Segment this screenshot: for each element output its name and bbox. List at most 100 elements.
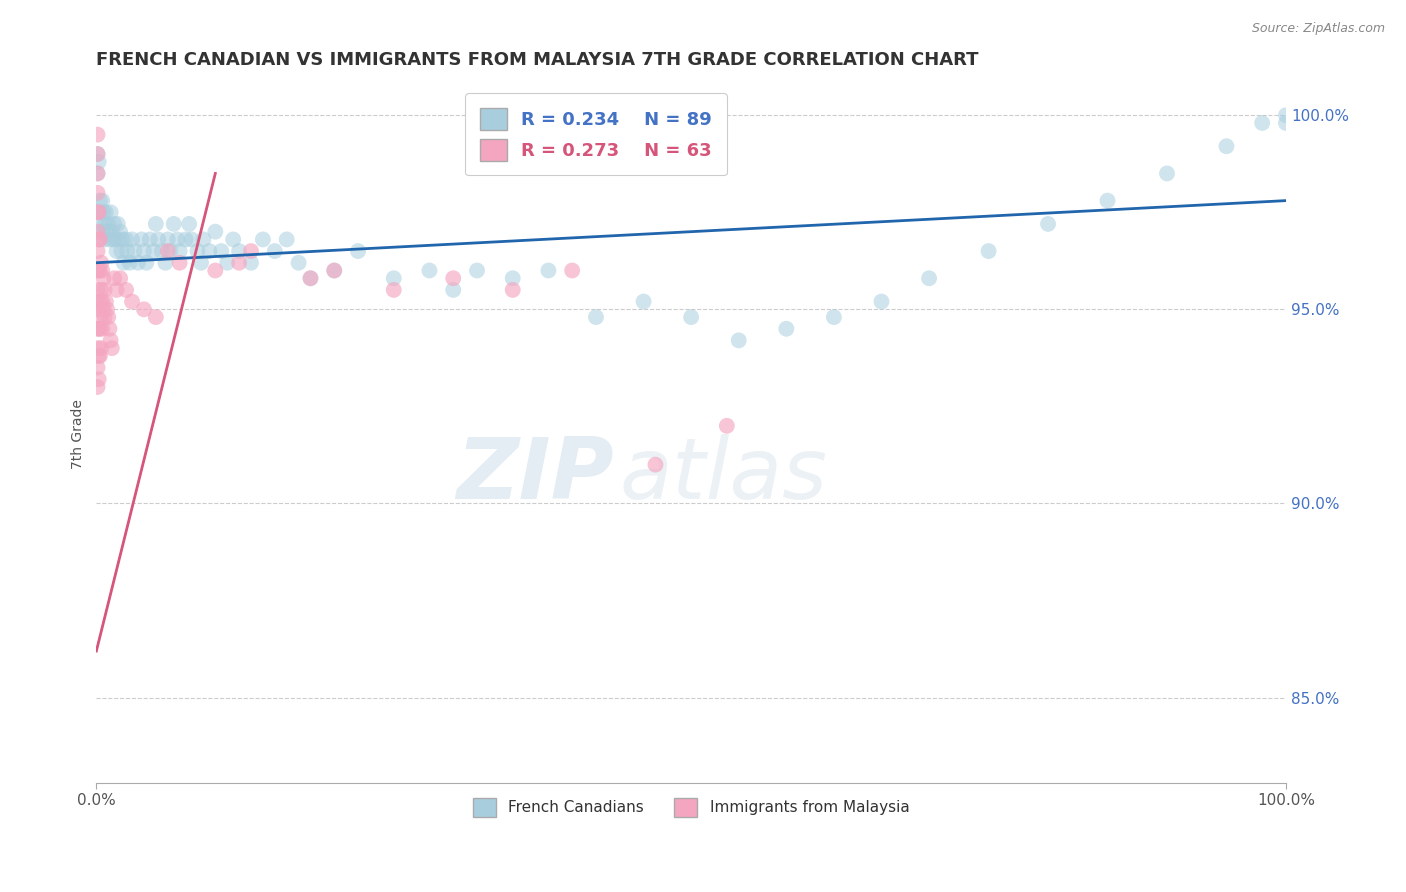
Point (204, 263, 226, 277)
Point (87, 232, 110, 246)
Point (131, 232, 153, 246)
Point (93, 205, 115, 219)
Legend: French Canadians, Immigrants from Malaysia: French Canadians, Immigrants from Malays… (465, 790, 917, 824)
Point (115, 232, 138, 246)
Point (204, 225, 226, 239)
Point (179, 217, 201, 231)
Point (132, 302, 155, 317)
Point (108, 225, 131, 239)
Point (159, 244, 181, 258)
Point (823, 310, 845, 324)
Point (89, 263, 111, 277)
Point (105, 283, 128, 297)
Point (86, 166, 108, 180)
Point (135, 256, 157, 270)
Point (716, 418, 738, 433)
Point (1251, 116, 1274, 130)
Point (132, 244, 155, 258)
Point (90, 217, 112, 231)
Point (1215, 139, 1237, 153)
Point (240, 256, 263, 270)
Point (89, 294, 111, 309)
Point (91, 194, 114, 208)
Point (418, 263, 440, 277)
Point (1275, 116, 1298, 130)
Point (87, 205, 110, 219)
Point (1097, 194, 1119, 208)
Point (561, 263, 583, 277)
Y-axis label: 7th Grade: 7th Grade (72, 399, 86, 468)
Point (252, 232, 274, 246)
Point (142, 244, 165, 258)
Text: ZIP: ZIP (456, 434, 614, 517)
Point (91, 294, 114, 309)
Point (111, 232, 134, 246)
Point (87, 349, 110, 363)
Point (727, 334, 749, 348)
Point (977, 244, 1000, 258)
Point (166, 232, 188, 246)
Point (93, 283, 115, 297)
Point (86, 263, 108, 277)
Point (186, 244, 208, 258)
Point (382, 271, 405, 285)
Point (100, 334, 122, 348)
Point (110, 244, 132, 258)
Point (117, 244, 139, 258)
Point (86, 244, 108, 258)
Point (1275, 108, 1298, 122)
Point (89, 322, 111, 336)
Point (112, 256, 135, 270)
Point (86, 186, 108, 200)
Point (86, 380, 108, 394)
Point (775, 322, 797, 336)
Point (441, 283, 464, 297)
Point (91, 322, 114, 336)
Point (86, 166, 108, 180)
Point (86, 341, 108, 355)
Point (347, 244, 370, 258)
Point (91, 225, 114, 239)
Point (1036, 217, 1059, 231)
Point (441, 271, 464, 285)
Point (190, 256, 212, 270)
Point (98, 232, 121, 246)
Point (103, 271, 125, 285)
Point (169, 256, 191, 270)
Point (169, 244, 191, 258)
Point (323, 263, 346, 277)
Point (502, 271, 524, 285)
Point (633, 294, 655, 309)
Point (108, 232, 131, 246)
Point (90, 283, 112, 297)
Point (118, 256, 141, 270)
Text: FRENCH CANADIAN VS IMMIGRANTS FROM MALAYSIA 7TH GRADE CORRELATION CHART: FRENCH CANADIAN VS IMMIGRANTS FROM MALAY… (97, 51, 979, 69)
Point (276, 232, 298, 246)
Point (217, 256, 239, 270)
Point (96, 225, 118, 239)
Point (382, 283, 405, 297)
Point (97, 310, 120, 324)
Point (156, 232, 179, 246)
Point (87, 263, 110, 277)
Point (93, 232, 115, 246)
Point (870, 294, 893, 309)
Point (121, 232, 143, 246)
Point (323, 263, 346, 277)
Point (228, 244, 250, 258)
Point (537, 263, 560, 277)
Point (222, 232, 245, 246)
Point (86, 205, 108, 219)
Point (209, 244, 232, 258)
Point (97, 217, 120, 231)
Point (108, 271, 131, 285)
Point (91, 263, 114, 277)
Point (87, 372, 110, 386)
Point (86, 147, 108, 161)
Point (299, 271, 322, 285)
Point (148, 232, 170, 246)
Point (87, 322, 110, 336)
Point (101, 232, 124, 246)
Point (93, 271, 115, 285)
Point (104, 232, 127, 246)
